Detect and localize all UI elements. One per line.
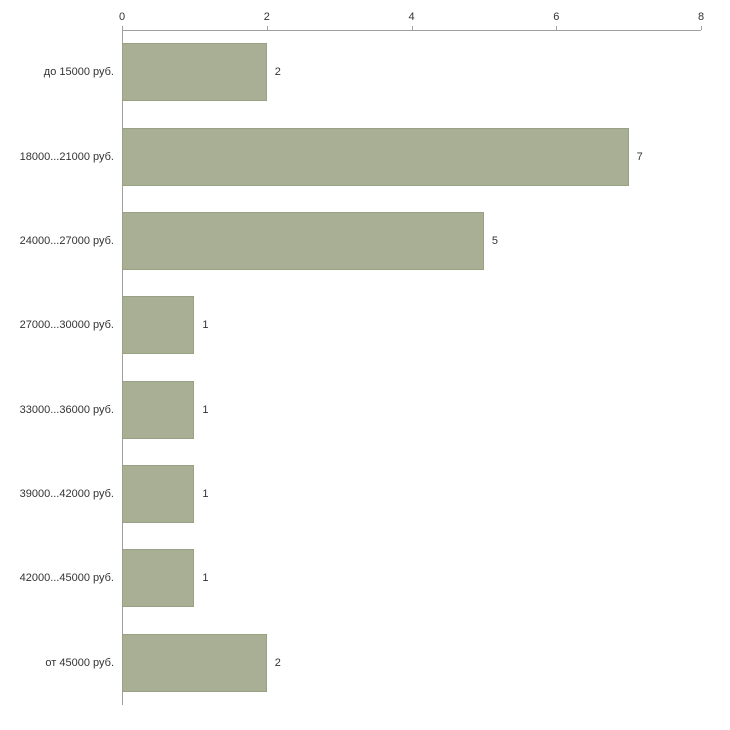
chart-rows: до 15000 руб. 2 18000...21000 руб. 7 24000..… bbox=[0, 30, 701, 705]
tick-label: 4 bbox=[408, 11, 415, 23]
tick-label: 6 bbox=[553, 11, 560, 23]
value-label: 1 bbox=[202, 572, 209, 585]
category-label: от 45000 руб. bbox=[45, 656, 114, 669]
tick-mark bbox=[411, 26, 413, 30]
tick-mark bbox=[556, 26, 558, 30]
chart-row: до 15000 руб. 2 bbox=[0, 30, 701, 114]
bar-zone: 1 bbox=[122, 452, 701, 536]
tick-label: 8 bbox=[697, 11, 705, 23]
bar-zone: 1 bbox=[122, 283, 701, 367]
tick-label: 2 bbox=[263, 11, 270, 23]
category-label: 39000...42000 руб. bbox=[19, 488, 114, 501]
chart-row: 27000...30000 руб. 1 bbox=[0, 283, 701, 367]
value-label: 1 bbox=[202, 488, 209, 501]
chart-row: от 45000 руб. 2 bbox=[0, 621, 701, 705]
bar bbox=[122, 43, 267, 102]
chart-row: 42000...45000 руб. 1 bbox=[0, 536, 701, 620]
bar bbox=[122, 211, 484, 270]
bar-zone: 1 bbox=[122, 536, 701, 620]
bar bbox=[122, 465, 195, 524]
category-label: 24000...27000 руб. bbox=[19, 234, 114, 247]
bar bbox=[122, 549, 195, 608]
category-label: 18000...21000 руб. bbox=[19, 150, 114, 163]
bar-zone: 1 bbox=[122, 368, 701, 452]
value-label: 5 bbox=[491, 234, 498, 247]
x-axis-line bbox=[122, 30, 701, 31]
bar bbox=[122, 633, 267, 692]
y-axis-line bbox=[122, 30, 123, 705]
bar bbox=[122, 380, 195, 439]
x-axis-ticks: 0 2 4 6 8 bbox=[118, 0, 705, 30]
tick-label: 0 bbox=[118, 11, 126, 23]
chart-row: 39000...42000 руб. 1 bbox=[0, 452, 701, 536]
chart-row: 18000...21000 руб. 7 bbox=[0, 114, 701, 198]
category-label: 33000...36000 руб. bbox=[19, 403, 114, 416]
tick-mark bbox=[122, 26, 123, 30]
value-label: 2 bbox=[274, 656, 281, 669]
chart-row: 24000...27000 руб. 5 bbox=[0, 199, 701, 283]
category-label: до 15000 руб. bbox=[43, 66, 114, 79]
bar-zone: 7 bbox=[122, 114, 701, 198]
bar bbox=[122, 127, 629, 186]
tick-mark bbox=[701, 26, 702, 30]
bar-zone: 2 bbox=[122, 30, 701, 114]
bar-zone: 5 bbox=[122, 199, 701, 283]
category-label: 27000...30000 руб. bbox=[19, 319, 114, 332]
value-label: 7 bbox=[636, 150, 643, 163]
value-label: 2 bbox=[274, 66, 281, 79]
bar-zone: 2 bbox=[122, 621, 701, 705]
chart-row: 33000...36000 руб. 1 bbox=[0, 368, 701, 452]
bar bbox=[122, 296, 195, 355]
category-label: 42000...45000 руб. bbox=[19, 572, 114, 585]
tick-mark bbox=[266, 26, 268, 30]
value-label: 1 bbox=[202, 403, 209, 416]
value-label: 1 bbox=[202, 319, 209, 332]
